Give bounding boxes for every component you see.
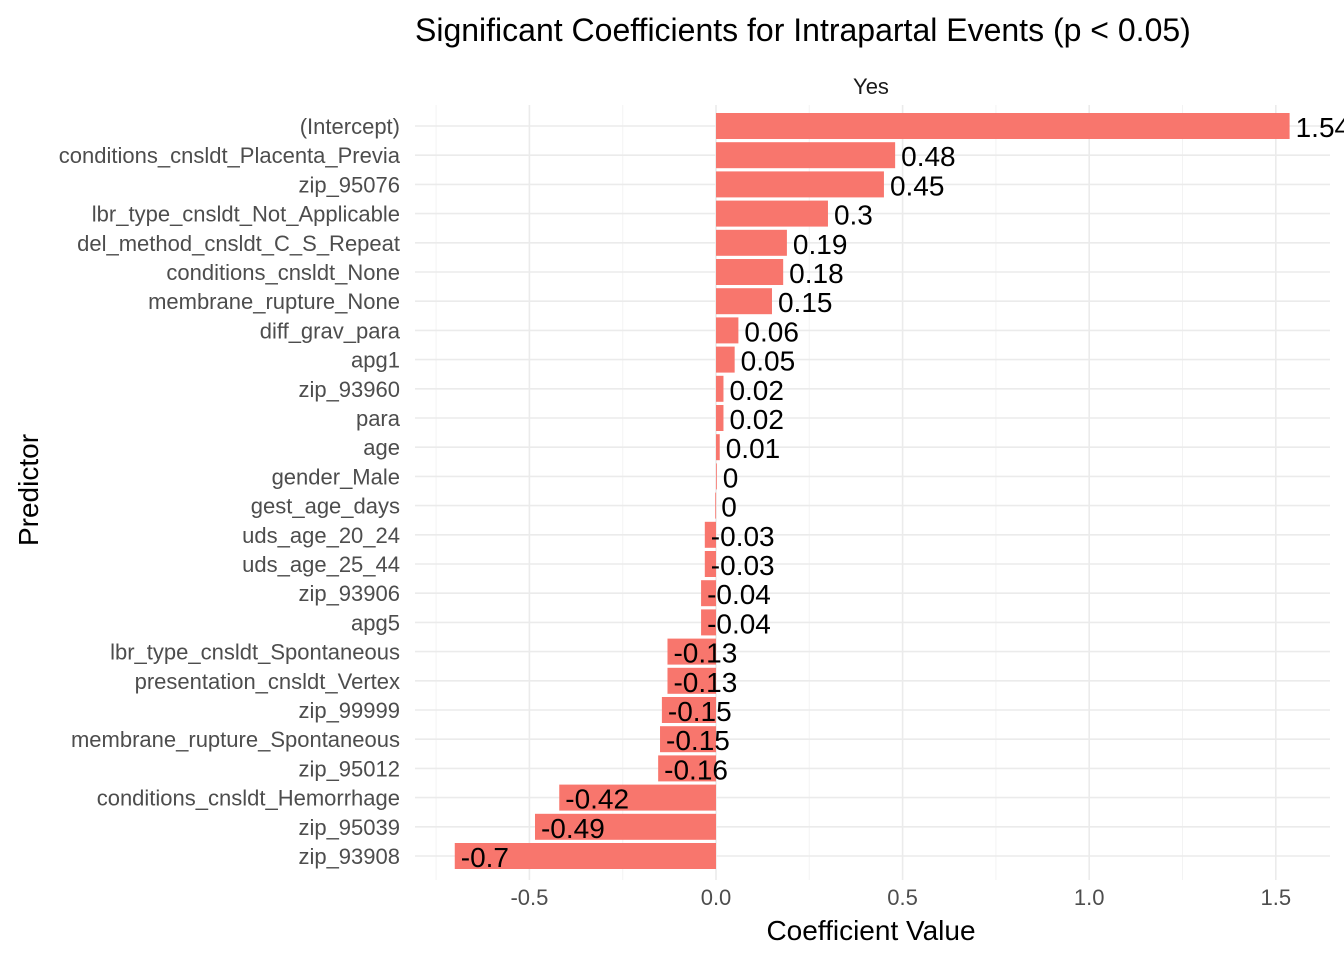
data-label-20: -0.15 [668, 696, 732, 727]
bar-5 [716, 259, 784, 285]
bars [454, 113, 1290, 869]
bar-19 [667, 667, 716, 694]
data-label-16: -0.04 [707, 579, 771, 610]
bar-18 [667, 638, 716, 665]
data-label-13: 0 [721, 492, 737, 523]
bar-1 [716, 142, 896, 169]
y-tick-label-22: zip_95012 [298, 756, 400, 781]
data-label-23: -0.42 [565, 784, 629, 815]
y-tick-label-17: apg5 [351, 610, 400, 635]
data-label-10: 0.02 [729, 404, 784, 435]
y-tick-label-8: apg1 [351, 348, 400, 373]
bar-4 [716, 229, 787, 256]
bar-12 [716, 463, 717, 490]
bar-22 [658, 755, 716, 782]
y-tick-label-12: gender_Male [272, 464, 400, 489]
y-tick-label-4: del_method_cnsldt_C_S_Repeat [77, 231, 400, 256]
data-label-9: 0.02 [729, 375, 784, 406]
bar-11 [716, 434, 720, 461]
y-tick-label-13: gest_age_days [251, 494, 400, 519]
bar-21 [660, 726, 716, 753]
data-labels: 1.540.480.450.30.190.180.150.060.050.020… [461, 112, 1344, 873]
bar-6 [716, 288, 772, 315]
bar-7 [716, 317, 739, 344]
bar-23 [559, 784, 716, 811]
bar-0 [716, 113, 1290, 139]
x-axis-title: Coefficient Value [766, 915, 975, 946]
x-tick-label-3: 1.0 [1074, 885, 1105, 910]
x-axis-tick-labels: -0.5 0.0 0.5 1.0 1.5 [510, 885, 1291, 910]
bar-25 [454, 843, 716, 869]
x-tick-label-1: 0.0 [701, 885, 732, 910]
data-label-12: 0 [723, 462, 739, 493]
x-tick-label-0: -0.5 [510, 885, 548, 910]
data-label-22: -0.16 [664, 754, 728, 785]
y-tick-label-19: presentation_cnsldt_Vertex [135, 669, 400, 694]
data-label-6: 0.15 [778, 287, 833, 318]
y-axis-tick-labels: (Intercept) conditions_cnsldt_Placenta_Pr… [59, 114, 401, 869]
y-tick-label-6: membrane_rupture_None [148, 289, 400, 314]
data-label-11: 0.01 [726, 433, 781, 464]
bar-20 [661, 697, 716, 723]
y-tick-label-16: zip_93906 [298, 581, 400, 606]
data-label-24: -0.49 [541, 813, 605, 844]
bar-16 [701, 580, 716, 607]
data-label-25: -0.7 [461, 842, 509, 873]
y-tick-label-18: lbr_type_cnsldt_Spontaneous [110, 640, 400, 665]
data-label-19: -0.13 [673, 667, 737, 698]
data-label-8: 0.05 [741, 346, 796, 377]
data-label-0: 1.54 [1296, 112, 1344, 143]
facet-label: Yes [853, 74, 889, 99]
y-tick-label-24: zip_95039 [298, 815, 400, 840]
y-tick-label-0: (Intercept) [300, 114, 400, 139]
data-label-2: 0.45 [890, 170, 945, 201]
y-tick-label-21: membrane_rupture_Spontaneous [71, 727, 400, 752]
data-label-15: -0.03 [711, 550, 775, 581]
x-tick-label-2: 0.5 [887, 885, 918, 910]
data-label-5: 0.18 [789, 258, 844, 289]
bar-15 [704, 551, 716, 577]
bar-2 [716, 171, 884, 198]
data-label-21: -0.15 [666, 725, 730, 756]
y-tick-label-23: conditions_cnsldt_Hemorrhage [97, 786, 400, 811]
bar-14 [704, 521, 716, 548]
data-label-17: -0.04 [707, 608, 771, 639]
y-tick-label-25: zip_93908 [298, 844, 400, 869]
y-tick-label-9: zip_93960 [298, 377, 400, 402]
data-label-3: 0.3 [834, 200, 873, 231]
data-label-4: 0.19 [793, 229, 848, 260]
data-label-14: -0.03 [711, 521, 775, 552]
x-tick-label-4: 1.5 [1261, 885, 1292, 910]
bar-8 [716, 346, 735, 373]
data-label-7: 0.06 [744, 316, 799, 347]
bar-9 [716, 375, 724, 402]
bar-3 [716, 200, 828, 227]
bar-17 [701, 609, 716, 636]
y-tick-label-5: conditions_cnsldt_None [166, 260, 400, 285]
bar-24 [534, 813, 716, 840]
y-tick-label-20: zip_99999 [298, 698, 400, 723]
y-tick-label-10: para [356, 406, 401, 431]
y-tick-label-7: diff_grav_para [260, 318, 401, 343]
y-axis-title: Predictor [13, 434, 44, 546]
data-label-1: 0.48 [901, 141, 956, 172]
bar-10 [716, 405, 724, 431]
bar-13 [715, 492, 717, 519]
y-tick-label-11: age [363, 435, 400, 460]
chart-title: Significant Coefficients for Intrapartal… [415, 12, 1191, 48]
y-tick-label-15: uds_age_25_44 [242, 552, 400, 577]
y-tick-label-1: conditions_cnsldt_Placenta_Previa [59, 143, 401, 168]
y-tick-label-3: lbr_type_cnsldt_Not_Applicable [92, 202, 400, 227]
y-tick-label-2: zip_95076 [298, 172, 400, 197]
y-tick-label-14: uds_age_20_24 [242, 523, 400, 548]
data-label-18: -0.13 [673, 638, 737, 669]
